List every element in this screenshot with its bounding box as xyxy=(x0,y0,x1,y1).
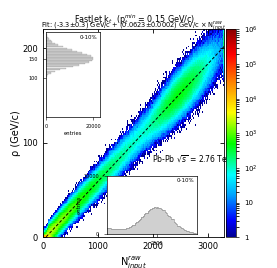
X-axis label: N$_{input}^{raw}$: N$_{input}^{raw}$ xyxy=(120,254,147,268)
Bar xyxy=(46,70,55,72)
Bar xyxy=(46,57,93,58)
Bar xyxy=(46,37,48,38)
Bar xyxy=(46,61,89,63)
Bar xyxy=(46,52,83,54)
Text: Fit: (-3.3±0.3) GeV/c + (0.0623±0.0002) GeV/c × N$_{input}^{raw}$: Fit: (-3.3±0.3) GeV/c + (0.0623±0.0002) … xyxy=(41,19,227,33)
Bar xyxy=(46,40,51,41)
Bar xyxy=(46,42,52,43)
Bar xyxy=(46,72,51,73)
Bar xyxy=(46,49,72,51)
Bar xyxy=(46,64,79,66)
Bar xyxy=(46,63,85,64)
Bar xyxy=(46,38,49,40)
Bar xyxy=(46,44,58,46)
Bar xyxy=(46,34,47,35)
Y-axis label: entries: entries xyxy=(77,196,82,214)
Bar xyxy=(46,43,55,44)
Bar xyxy=(46,47,66,49)
Text: 0-10%: 0-10% xyxy=(79,35,97,40)
Bar xyxy=(46,69,60,70)
Bar xyxy=(46,54,87,55)
Text: Pb-Pb $\sqrt{s}$ = 2.76 TeV: Pb-Pb $\sqrt{s}$ = 2.76 TeV xyxy=(152,153,233,164)
Bar xyxy=(46,66,73,68)
Bar xyxy=(46,46,63,47)
Text: FastJet k$_t$  (p$_t^{min}$ = 0.15 GeV/c): FastJet k$_t$ (p$_t^{min}$ = 0.15 GeV/c) xyxy=(74,12,195,27)
Bar xyxy=(46,35,47,37)
X-axis label: entries: entries xyxy=(63,131,82,136)
Bar xyxy=(46,68,66,69)
Bar xyxy=(46,51,77,52)
Bar xyxy=(46,58,93,60)
Text: 0-10%: 0-10% xyxy=(176,178,194,183)
Bar xyxy=(46,75,47,77)
Y-axis label: ρ (GeV/c): ρ (GeV/c) xyxy=(11,110,21,156)
Bar xyxy=(46,60,92,61)
Bar xyxy=(46,74,48,75)
Bar xyxy=(46,55,91,57)
